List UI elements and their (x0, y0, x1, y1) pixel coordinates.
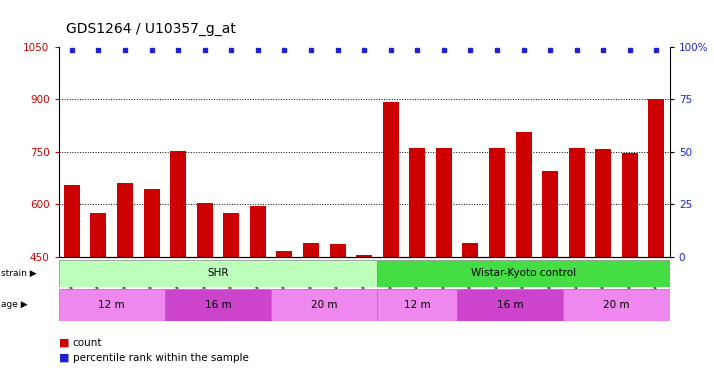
Bar (457, 289, 563, 321)
Bar (378, 260, 670, 287)
Text: 12 m: 12 m (99, 300, 125, 310)
Bar (569, 148, 585, 375)
Bar (91, 213, 106, 375)
Text: SHR: SHR (207, 268, 228, 278)
Bar (622, 153, 638, 375)
Bar (542, 171, 558, 375)
Bar (303, 243, 319, 375)
Text: count: count (73, 338, 102, 348)
Bar (271, 289, 378, 321)
Bar (170, 151, 186, 375)
Bar (165, 289, 271, 321)
Bar (463, 243, 478, 375)
Text: strain ▶: strain ▶ (1, 269, 36, 278)
Text: age ▶: age ▶ (1, 300, 27, 309)
Bar (117, 183, 133, 375)
Text: 12 m: 12 m (404, 300, 431, 310)
Bar (648, 99, 665, 375)
Bar (563, 289, 670, 321)
Bar (436, 148, 452, 375)
Bar (378, 289, 457, 321)
Bar (383, 102, 398, 375)
Bar (250, 206, 266, 375)
Text: Wistar-Kyoto control: Wistar-Kyoto control (471, 268, 576, 278)
Bar (330, 244, 346, 375)
Bar (595, 149, 611, 375)
Bar (356, 255, 372, 375)
Bar (489, 148, 505, 375)
Bar (144, 189, 159, 375)
Text: GDS1264 / U10357_g_at: GDS1264 / U10357_g_at (66, 22, 236, 36)
Bar (223, 213, 239, 375)
Bar (59, 260, 378, 287)
Bar (197, 202, 213, 375)
Text: 20 m: 20 m (311, 300, 338, 310)
Text: 16 m: 16 m (497, 300, 523, 310)
Bar (516, 132, 531, 375)
Bar (276, 251, 293, 375)
Bar (409, 148, 426, 375)
Text: 16 m: 16 m (205, 300, 231, 310)
Text: ■: ■ (59, 353, 69, 363)
Bar (59, 289, 165, 321)
Text: percentile rank within the sample: percentile rank within the sample (73, 353, 248, 363)
Text: ■: ■ (59, 338, 69, 348)
Bar (64, 185, 80, 375)
Text: 20 m: 20 m (603, 300, 630, 310)
